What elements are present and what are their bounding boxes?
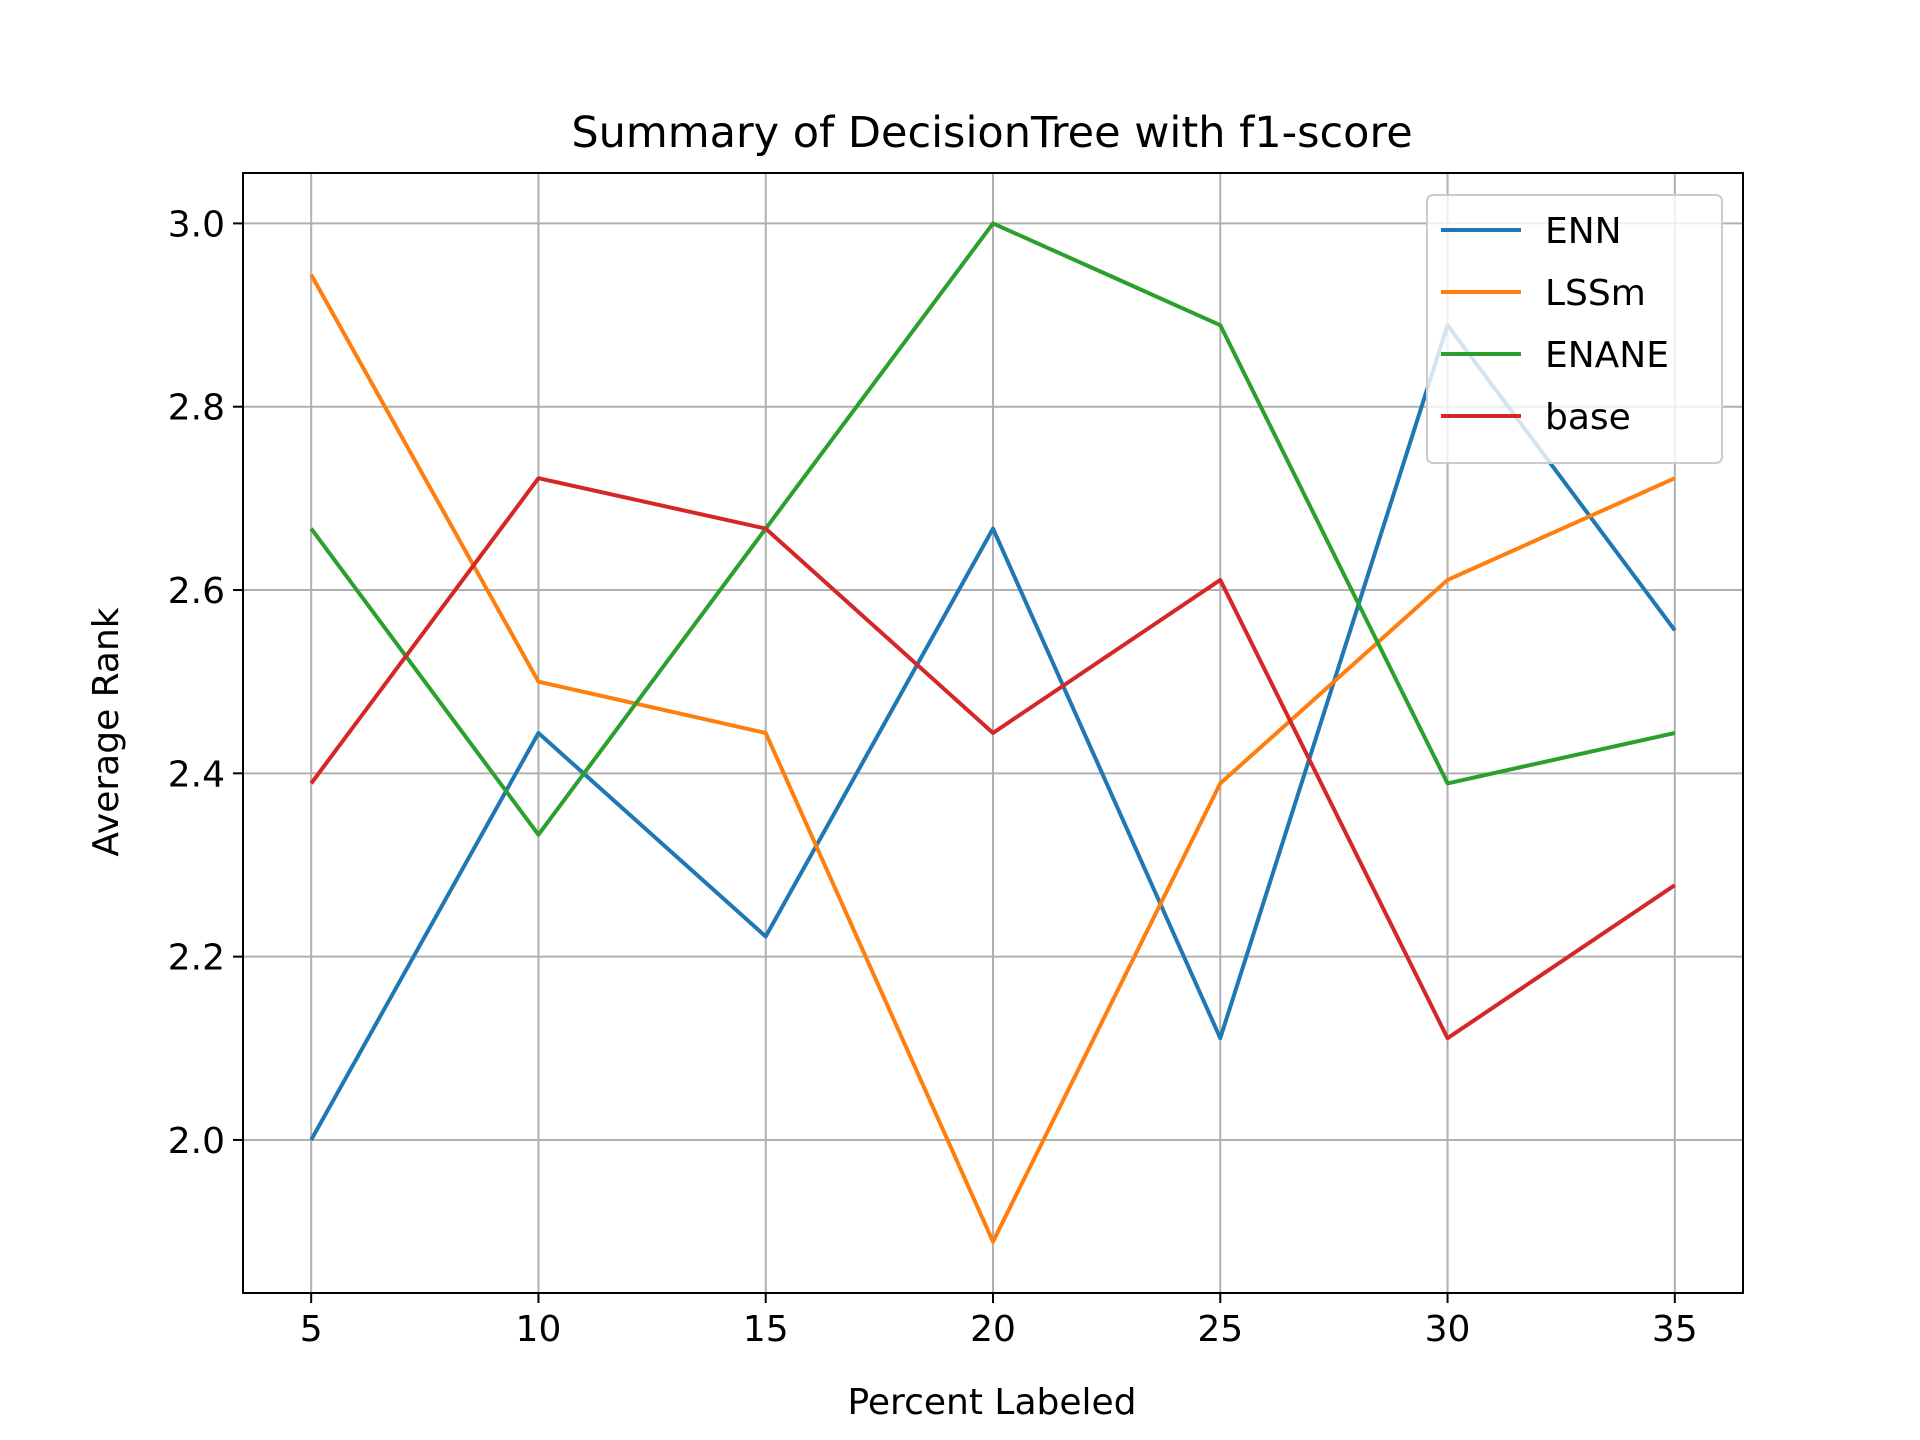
y-tick-label: 2.6 (168, 571, 225, 612)
y-tick-label: 2.4 (168, 754, 225, 795)
y-tick-label: 2.0 (168, 1121, 225, 1162)
y-tick-label: 2.2 (168, 938, 225, 979)
x-tick-label: 5 (300, 1309, 323, 1350)
chart-title: Summary of DecisionTree with f1-score (571, 108, 1412, 158)
y-axis-label: Average Rank (86, 607, 127, 856)
y-tick-label: 2.8 (168, 388, 225, 429)
series-line-enane (309, 221, 1676, 837)
x-axis-label: Percent Labeled (847, 1382, 1136, 1423)
x-tick-label: 35 (1652, 1309, 1698, 1350)
series-line-lssm (309, 273, 1676, 1244)
x-tick-label: 25 (1197, 1309, 1243, 1350)
y-tick-label: 3.0 (168, 204, 225, 245)
legend-label: ENANE (1545, 335, 1669, 376)
legend-label: LSSm (1545, 273, 1646, 314)
x-tick-label: 15 (743, 1309, 789, 1350)
x-tick-label: 30 (1425, 1309, 1471, 1350)
x-tick-label: 10 (516, 1309, 562, 1350)
x-tick-label: 20 (970, 1309, 1016, 1350)
legend-box (1426, 194, 1723, 464)
x-axis-ticks: 5 10 15 20 25 30 35 (300, 1293, 1698, 1350)
legend-label: base (1545, 397, 1631, 438)
y-axis-ticks: 2.0 2.2 2.4 2.6 2.8 3.0 (168, 204, 243, 1162)
legend-label: ENN (1545, 211, 1622, 252)
series-line-base (309, 476, 1676, 1041)
legend: ENN LSSm ENANE base (1426, 194, 1723, 464)
